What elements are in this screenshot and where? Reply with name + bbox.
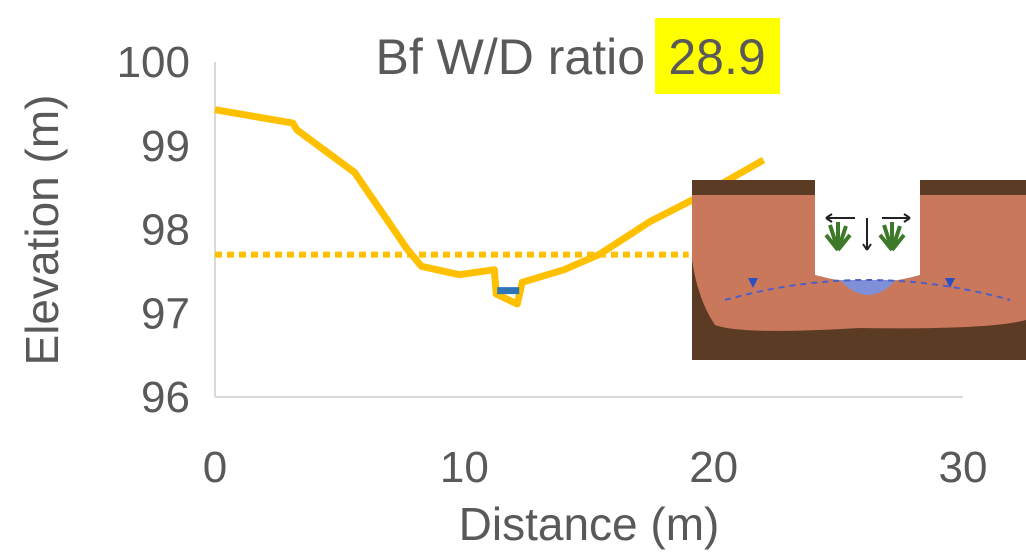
water-table	[724, 279, 1011, 301]
channel-illustration	[692, 180, 1026, 360]
plant	[824, 222, 852, 252]
plant	[878, 222, 906, 252]
ratio-value: 28.9	[668, 29, 765, 85]
plot-area	[214, 106, 766, 308]
x-tick-label: 10	[440, 443, 489, 492]
soil-layer	[692, 195, 1026, 331]
x-tick-label: 20	[689, 443, 738, 492]
y-axis-label: Elevation (m)	[16, 95, 68, 366]
x-axis-label: Distance (m)	[459, 498, 720, 550]
y-tick-label: 96	[141, 373, 190, 422]
y-tick-label: 100	[117, 38, 190, 87]
y-tick-label: 98	[141, 206, 190, 255]
y-tick-label: 97	[141, 289, 190, 338]
x-tick-label: 0	[203, 443, 227, 492]
value-highlight	[655, 18, 780, 94]
flux-arrows	[825, 213, 911, 251]
chart-title: Bf W/D ratio	[376, 29, 645, 85]
series-line	[214, 106, 766, 308]
y-tick-label: 99	[141, 122, 190, 171]
x-tick-label: 30	[939, 443, 988, 492]
water-marker	[748, 278, 758, 288]
water-marker	[945, 278, 955, 288]
channel-water	[840, 280, 896, 295]
